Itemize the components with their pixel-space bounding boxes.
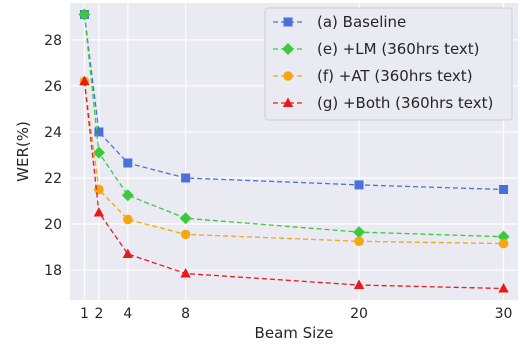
legend-item: (e) +LM (360hrs text) (273, 40, 480, 58)
y-axis-label: WER(%) (14, 121, 32, 182)
data-point (499, 184, 509, 194)
x-axis-ticks: 1 2 4 8 20 30 (80, 306, 512, 322)
legend-marker (282, 43, 294, 55)
series-line (83, 81, 504, 290)
data-point (180, 229, 191, 240)
series-line (83, 14, 504, 238)
x-tick-label: 30 (495, 306, 513, 322)
legend-label: (f) +AT (360hrs text) (317, 67, 473, 85)
y-tick-label: 22 (44, 171, 62, 187)
data-point (79, 75, 90, 86)
y-axis-ticks: 18 20 22 24 26 28 (44, 33, 62, 279)
series-line (83, 14, 504, 191)
legend-box (264, 7, 513, 121)
series-2 (78, 8, 510, 243)
data-point (179, 212, 192, 225)
data-point (497, 230, 510, 243)
y-tick-label: 20 (44, 217, 62, 233)
legend-item: (a) Baseline (273, 13, 406, 31)
data-point (94, 127, 104, 137)
legend-label: (e) +LM (360hrs text) (317, 40, 480, 58)
data-point (123, 158, 133, 168)
data-point (354, 236, 364, 247)
legend-item: (f) +AT (360hrs text) (273, 67, 473, 85)
x-tick-label: 20 (350, 306, 368, 322)
legend-item: (g) +Both (360hrs text) (273, 94, 493, 112)
x-tick-label: 8 (181, 306, 190, 322)
data-point (122, 248, 134, 258)
series-line (83, 81, 504, 245)
x-tick-label: 1 (80, 306, 89, 322)
legend-marker (283, 71, 293, 81)
data-point (181, 173, 191, 183)
data-point (180, 268, 191, 278)
data-point (92, 146, 105, 159)
y-tick-label: 18 (44, 263, 62, 279)
legend: (a) Baseline (e) +LM (360hrs text) (f) +AT… (264, 7, 513, 121)
data-point (121, 189, 134, 202)
data-point (354, 180, 364, 190)
y-tick-label: 24 (44, 125, 62, 141)
data-point (353, 226, 366, 239)
x-axis-label: Beam Size (255, 324, 334, 342)
series-4 (79, 75, 509, 293)
data-point (353, 279, 365, 290)
series-group (78, 8, 510, 293)
x-tick-label: 4 (123, 306, 132, 322)
data-point (498, 238, 509, 249)
x-tick-label: 2 (94, 306, 103, 322)
data-point (498, 282, 509, 293)
legend-marker (282, 97, 294, 107)
y-tick-label: 26 (44, 79, 62, 95)
legend-marker (283, 17, 293, 27)
data-point (93, 207, 105, 217)
legend-label: (a) Baseline (317, 13, 406, 31)
y-tick-label: 28 (44, 33, 62, 49)
legend-label: (g) +Both (360hrs text) (317, 94, 493, 112)
data-point (123, 214, 133, 225)
data-point (78, 8, 91, 21)
